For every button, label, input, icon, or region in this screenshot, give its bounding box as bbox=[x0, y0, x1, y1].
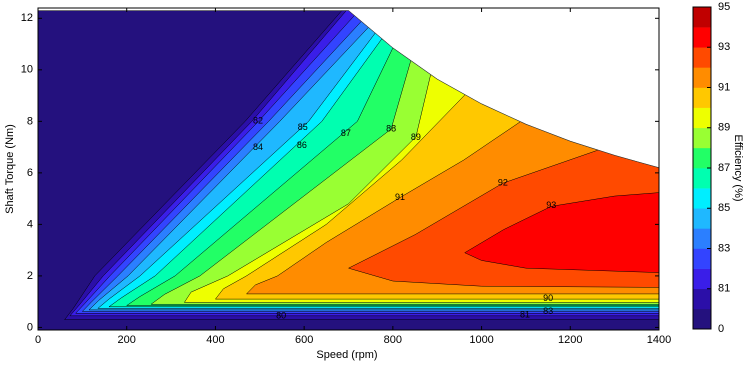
contour-label: 93 bbox=[546, 200, 556, 210]
x-tick-label: 1200 bbox=[558, 334, 582, 346]
colorbar-band bbox=[693, 268, 711, 290]
overlay: 82 84 85 86 87 88 89 91 92 93 90 83 81 80 bbox=[37, 7, 660, 331]
colorbar-band bbox=[693, 147, 711, 169]
x-tick-label: 400 bbox=[206, 334, 224, 346]
colorbar-band bbox=[693, 168, 711, 189]
x-tick-label: 0 bbox=[35, 334, 41, 346]
contour-label: 91 bbox=[395, 192, 405, 202]
colorbar-tick-label: 91 bbox=[718, 81, 730, 93]
contour-label: 92 bbox=[498, 178, 508, 188]
colorbar-tick-label: 87 bbox=[718, 162, 730, 174]
colorbar-tick-label: 0 bbox=[718, 323, 724, 335]
y-tick-label: 0 bbox=[27, 321, 33, 333]
colorbar-tick-label: 95 bbox=[718, 1, 730, 13]
colorbar-band bbox=[693, 27, 711, 48]
y-tick-label: 4 bbox=[27, 218, 33, 230]
contour-label: 87 bbox=[341, 128, 351, 138]
x-tick-label: 1000 bbox=[469, 334, 493, 346]
contour-label: 83 bbox=[543, 306, 553, 316]
colorbar-tick-label: 83 bbox=[718, 242, 730, 254]
contour-label: 89 bbox=[411, 132, 421, 142]
x-axis-label: Speed (rpm) bbox=[316, 349, 377, 361]
contour-label: 81 bbox=[520, 310, 530, 320]
contour-label: 88 bbox=[386, 123, 396, 133]
colorbar-tick-label: 89 bbox=[718, 122, 730, 134]
contour-label: 80 bbox=[276, 311, 286, 321]
colorbar-tick-label: 85 bbox=[718, 202, 730, 214]
x-tick-label: 200 bbox=[118, 334, 136, 346]
colorbar-band bbox=[693, 87, 711, 108]
colorbar-band bbox=[693, 47, 711, 68]
y-tick-label: 10 bbox=[21, 64, 33, 76]
x-tick-label: 800 bbox=[384, 334, 402, 346]
contour-label: 84 bbox=[253, 142, 263, 152]
colorbar-band bbox=[693, 208, 711, 229]
y-axis-label: Shaft Torque (Nm) bbox=[4, 124, 16, 214]
x-tick-label: 600 bbox=[295, 334, 313, 346]
y-tick-label: 2 bbox=[27, 270, 33, 282]
plot-frame bbox=[37, 7, 660, 331]
colorbar-band bbox=[693, 67, 711, 88]
y-tick-label: 12 bbox=[21, 12, 33, 24]
contour-label: 90 bbox=[543, 293, 553, 303]
contour-label: 82 bbox=[253, 116, 263, 126]
torque-limit bbox=[38, 10, 660, 169]
colorbar-band bbox=[693, 7, 711, 28]
contour-label: 85 bbox=[298, 122, 308, 132]
colorbar-band bbox=[693, 188, 711, 209]
colorbar-tick-label: 81 bbox=[718, 283, 730, 295]
colorbar-band bbox=[693, 228, 711, 249]
plot-area bbox=[38, 10, 659, 331]
colorbar-tick-label: 93 bbox=[718, 41, 730, 53]
x-tick-label: 1400 bbox=[647, 334, 671, 346]
y-tick-label: 8 bbox=[27, 115, 33, 127]
colorbar-band bbox=[693, 288, 711, 310]
contour-region bbox=[464, 190, 659, 274]
contour-label: 86 bbox=[297, 140, 307, 150]
colorbar-band bbox=[693, 107, 711, 129]
colorbar-band bbox=[693, 127, 711, 149]
y-tick-label: 6 bbox=[27, 167, 33, 179]
colorbar-band bbox=[693, 308, 711, 330]
colorbar-band bbox=[693, 248, 711, 269]
colorbar-label: Efficiency (%) bbox=[732, 134, 744, 201]
